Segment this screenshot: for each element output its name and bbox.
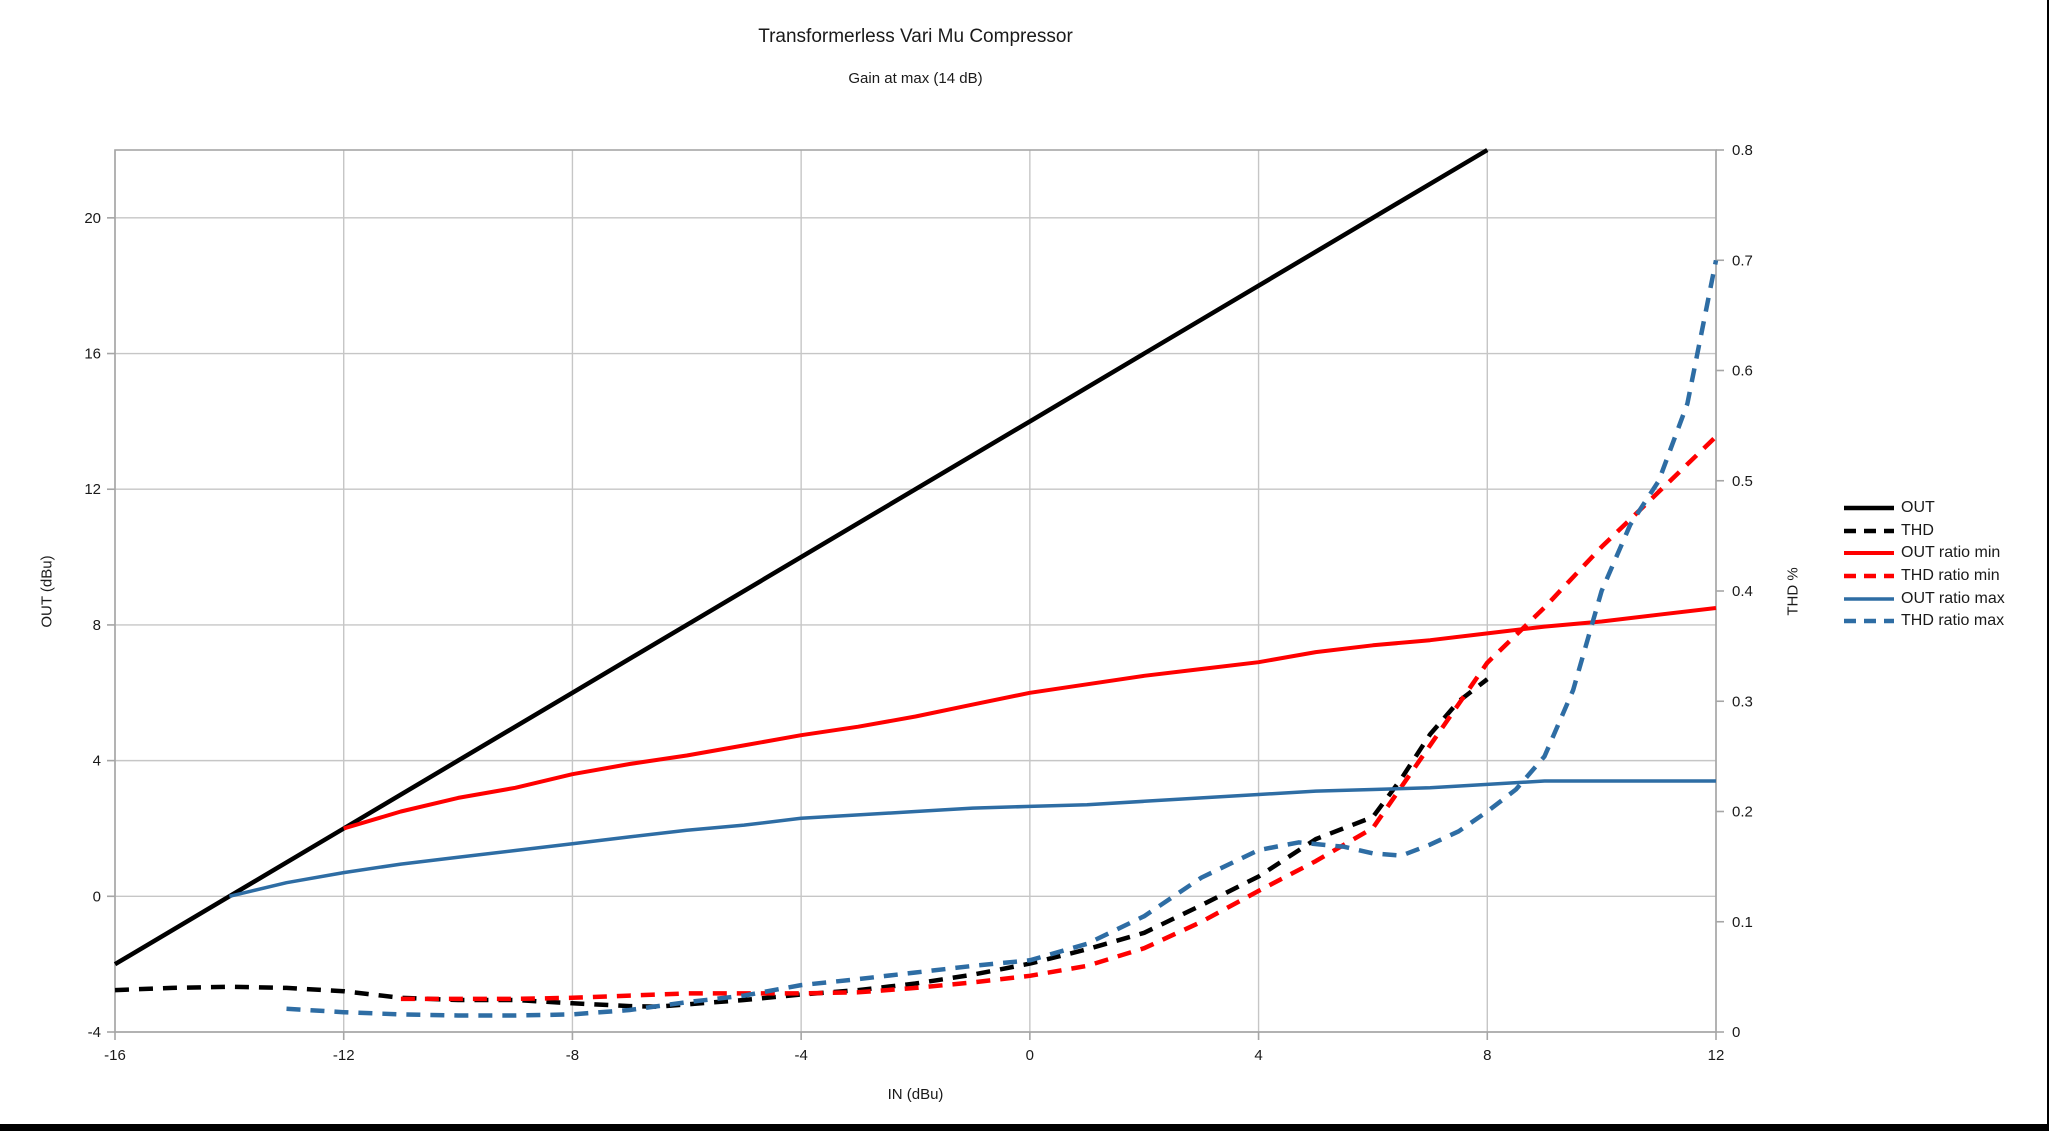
legend-label-thd-ratio-max: THD ratio max (1901, 612, 2005, 630)
chart-legend: OUT THD OUT ratio min THD ratio min OUT rati… (1843, 497, 2005, 633)
legend-label-out-ratio-min: OUT ratio min (1901, 544, 2001, 562)
gridlines (114, 150, 1717, 1033)
svg-text:0.7: 0.7 (1732, 252, 1753, 269)
svg-text:-12: -12 (333, 1047, 355, 1064)
x-axis-title: IN (dBu) (887, 1086, 944, 1103)
legend-item-out-ratio-max: OUT ratio max (1843, 587, 2005, 610)
svg-text:-16: -16 (104, 1047, 126, 1064)
svg-text:8: 8 (93, 617, 101, 634)
axis-tick-labels: -16 -12 -8 -4 0 4 8 12 -4 0 4 8 12 16 20 0 0.1 0.2 0.3 0.4 0… (84, 142, 1753, 1064)
legend-swatch-out (1844, 506, 1894, 511)
series-line-thd-ratio-max (286, 259, 1719, 1018)
legend-swatch-thd-ratio-max (1844, 619, 1894, 624)
legend-item-thd: THD (1843, 520, 2005, 543)
series-line-thd-ratio-min (400, 434, 1718, 1002)
legend-swatch-out-ratio-max (1844, 596, 1894, 601)
legend-swatch-thd-ratio-min (1844, 573, 1894, 579)
svg-text:4: 4 (1254, 1047, 1262, 1064)
legend-label-out: OUT (1901, 499, 1935, 517)
window-frame-right (2047, 0, 2049, 1131)
legend-item-thd-ratio-max: THD ratio max (1843, 610, 2005, 633)
svg-text:-8: -8 (566, 1047, 579, 1064)
series-line-out-ratio-min (343, 606, 1717, 831)
y-axis-title-right: THD % (1784, 567, 1802, 616)
svg-text:-4: -4 (794, 1047, 807, 1064)
svg-text:0: 0 (1732, 1024, 1740, 1041)
svg-text:12: 12 (84, 481, 101, 498)
legend-item-out: OUT (1843, 497, 2005, 520)
svg-text:-4: -4 (88, 1024, 101, 1041)
svg-text:20: 20 (84, 210, 101, 227)
window-frame-bottom (0, 1124, 2049, 1131)
svg-text:16: 16 (84, 346, 101, 363)
svg-text:8: 8 (1483, 1047, 1491, 1064)
legend-swatch-thd (1844, 528, 1894, 534)
legend-swatch-out-ratio-min (1844, 551, 1894, 556)
chart-subtitle: Gain at max (14 dB) (848, 70, 983, 87)
svg-text:0.2: 0.2 (1732, 804, 1753, 821)
chart-title: Transformerless Vari Mu Compressor (758, 26, 1073, 47)
legend-label-out-ratio-max: OUT ratio max (1901, 589, 2005, 607)
svg-text:0.3: 0.3 (1732, 693, 1753, 710)
svg-text:0.4: 0.4 (1732, 583, 1753, 600)
y-axis-title-left: OUT (dBu) (38, 555, 56, 628)
legend-label-thd-ratio-min: THD ratio min (1901, 567, 2000, 585)
svg-text:0: 0 (93, 888, 101, 905)
svg-text:0: 0 (1026, 1047, 1034, 1064)
svg-text:4: 4 (93, 753, 101, 770)
axis-ticks (107, 149, 1724, 1040)
svg-text:0.1: 0.1 (1732, 914, 1753, 931)
svg-text:0.5: 0.5 (1732, 473, 1753, 490)
plot-border (114, 149, 1717, 1033)
legend-item-thd-ratio-min: THD ratio min (1843, 565, 2005, 588)
series-line-out-ratio-max (228, 779, 1716, 899)
legend-label-thd: THD (1901, 521, 1934, 539)
legend-item-out-ratio-min: OUT ratio min (1843, 542, 2005, 565)
svg-text:12: 12 (1708, 1047, 1725, 1064)
svg-text:0.6: 0.6 (1732, 363, 1753, 380)
svg-text:0.8: 0.8 (1732, 142, 1753, 159)
